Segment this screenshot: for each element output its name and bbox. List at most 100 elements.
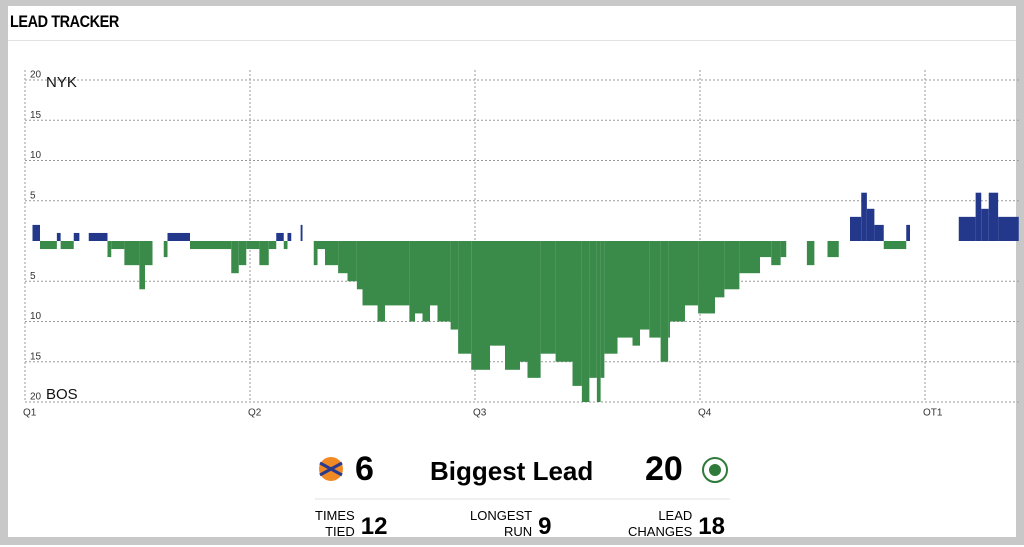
lead-bar — [827, 241, 839, 258]
lead-bar — [287, 232, 292, 241]
lead-bar — [338, 241, 348, 274]
team-label: BOS — [46, 386, 78, 403]
lead-bar — [660, 241, 669, 362]
lead-bar — [604, 241, 618, 354]
lead-bar — [975, 192, 982, 241]
lead-bar — [883, 241, 907, 250]
lead-bar — [283, 241, 288, 250]
y-tick-label: 5 — [30, 271, 36, 282]
lead-bar — [866, 208, 875, 241]
lead-bar — [861, 192, 867, 241]
lead-bar — [806, 241, 815, 266]
lead-bar — [670, 241, 685, 322]
lead-bar — [760, 241, 772, 258]
lead-bar — [163, 241, 168, 258]
lead-bar — [724, 241, 740, 290]
stat: LEAD CHANGES 18 — [628, 508, 725, 540]
lead-bar — [385, 241, 410, 306]
lead-bar — [739, 241, 760, 274]
lead-bar — [238, 241, 247, 266]
lead-bar — [124, 241, 140, 266]
lead-bar — [490, 241, 505, 346]
stat-label-line: TIMES — [315, 508, 355, 523]
lead-bar — [259, 241, 269, 266]
lead-bar — [450, 241, 459, 330]
lead-bar — [850, 216, 862, 241]
lead-bar — [313, 241, 318, 266]
y-tick-label: 10 — [30, 150, 42, 161]
lead-bar — [471, 241, 490, 370]
lead-bar — [458, 241, 472, 354]
lead-bar — [981, 208, 989, 241]
lead-bar — [276, 232, 284, 241]
lead-bar — [906, 224, 910, 241]
lead-bar — [167, 232, 190, 241]
lead-bar — [600, 241, 605, 378]
lead-bar — [668, 241, 670, 338]
lead-bar — [555, 241, 573, 362]
lead-bar — [377, 241, 385, 322]
stat-label-line: RUN — [503, 524, 533, 539]
lead-bar — [246, 241, 260, 250]
stat-label-line: TIED — [325, 524, 355, 539]
lead-bar — [107, 241, 112, 258]
lead-bar — [632, 241, 640, 346]
stat-label: TIMES TIED — [315, 508, 355, 540]
y-tick-label: 5 — [30, 190, 36, 201]
y-tick-label: 20 — [30, 392, 42, 403]
lead-bar — [540, 241, 556, 354]
lead-bar — [145, 241, 153, 266]
stat-label-line: CHANGES — [628, 524, 693, 539]
lead-bar — [596, 241, 601, 402]
x-tick-label: Q2 — [248, 408, 262, 419]
lead-bar — [347, 241, 357, 282]
biggest-lead-label: Biggest Lead — [430, 456, 594, 486]
stat-value: 12 — [360, 513, 388, 540]
lead-bar — [572, 241, 582, 386]
stat: TIMES TIED 12 — [315, 508, 387, 540]
lead-bar — [685, 241, 699, 306]
stat-value: 18 — [698, 513, 725, 540]
lead-bar — [437, 241, 451, 322]
lead-bar — [430, 241, 438, 306]
nyk-biggest-lead: 6 — [355, 450, 374, 488]
lead-bar — [40, 241, 57, 250]
lead-bar — [415, 241, 423, 314]
y-tick-label: 20 — [30, 70, 42, 81]
stat-label: LONGEST RUN — [470, 508, 532, 540]
lead-bar — [998, 216, 1019, 241]
y-tick-label: 10 — [30, 311, 42, 322]
lead-bar — [60, 241, 74, 250]
lead-bar — [73, 232, 80, 241]
y-tick-label: 15 — [30, 110, 42, 121]
stat: LONGEST RUN 9 — [470, 508, 551, 540]
team-label: NYK — [46, 74, 77, 91]
header: LEAD TRACKER — [8, 6, 1016, 41]
x-tick-label: Q1 — [23, 408, 37, 419]
x-tick-label: OT1 — [923, 408, 943, 419]
lead-bar — [780, 241, 787, 258]
x-tick-label: Q4 — [698, 408, 712, 419]
lead-bar — [589, 241, 597, 378]
lead-bar — [715, 241, 725, 298]
lead-bar — [874, 224, 884, 241]
lead-bar — [958, 216, 976, 241]
lead-bar — [520, 241, 528, 362]
header-title: LEAD TRACKER — [10, 12, 119, 31]
stat-label: LEAD CHANGES — [628, 508, 692, 540]
lead-bar — [139, 241, 145, 290]
lead-bar — [88, 232, 108, 241]
lead-bar — [268, 241, 277, 250]
lead-bar — [771, 241, 781, 266]
lead-bar — [649, 241, 661, 338]
lead-bar — [527, 241, 541, 378]
lead-bar — [640, 241, 650, 330]
stat-label-line: LEAD — [658, 508, 693, 523]
lead-bar — [231, 241, 239, 274]
lead-bar — [356, 241, 363, 290]
lead-bar — [505, 241, 520, 370]
y-tick-label: 15 — [30, 351, 42, 362]
stat-label-line: LONGEST — [470, 508, 533, 523]
lead-bar — [32, 224, 40, 241]
